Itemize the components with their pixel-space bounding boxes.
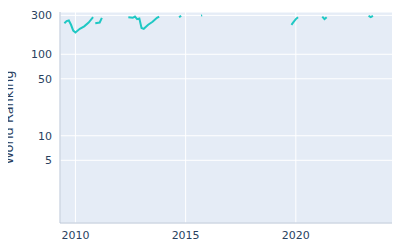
svg-text:300: 300: [31, 9, 52, 22]
svg-text:5: 5: [45, 154, 52, 167]
svg-text:2015: 2015: [172, 229, 200, 242]
svg-text:50: 50: [38, 73, 52, 86]
svg-text:2020: 2020: [282, 229, 310, 242]
svg-text:2010: 2010: [61, 229, 89, 242]
svg-text:100: 100: [31, 48, 52, 61]
svg-text:10: 10: [38, 130, 52, 143]
svg-text:World Ranking: World Ranking: [8, 71, 16, 165]
